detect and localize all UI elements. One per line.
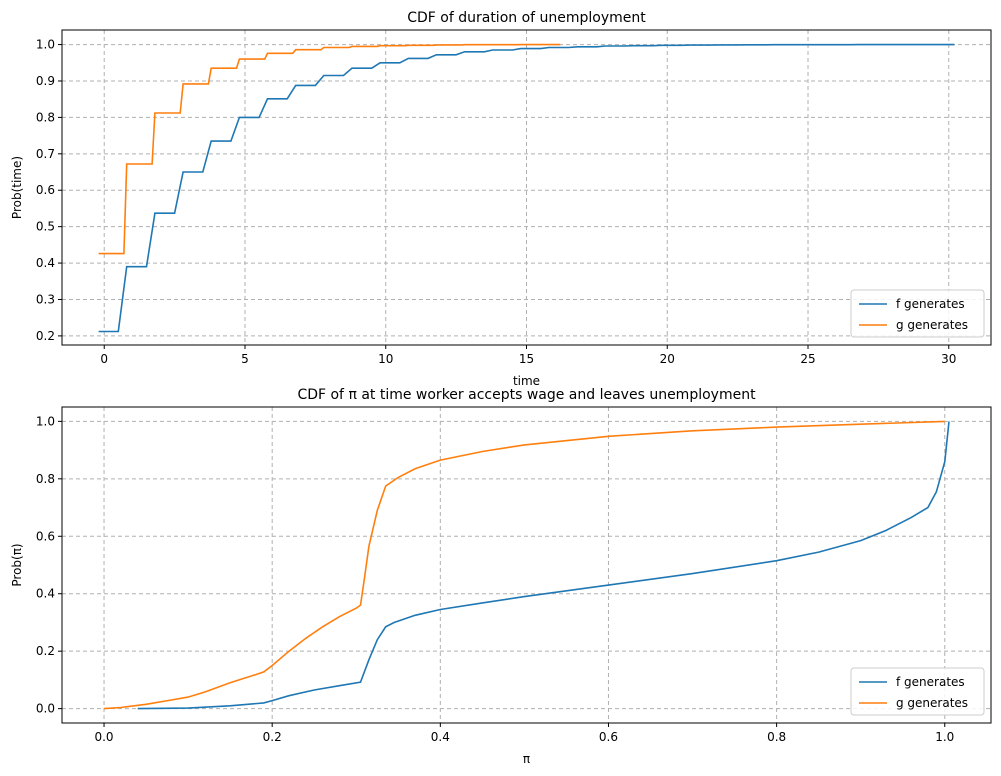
y-tick-label: 0.3	[36, 292, 55, 306]
x-tick-label: 0.4	[431, 730, 450, 744]
y-tick-label: 0.2	[36, 329, 55, 343]
chart-1: 0 5 10 15 20 25 30 0.2 0.3 0.4 0.5 0.6 0.7 0.8 0.9 1.0 C…	[10, 10, 992, 388]
legend-label: f generates	[896, 297, 965, 311]
x-tick-label: 20	[660, 352, 675, 366]
y-axis-label: Prob(time)	[10, 156, 24, 219]
legend-label: g generates	[896, 696, 968, 710]
x-tick-label: 15	[519, 352, 534, 366]
x-tick-label: 0.8	[767, 730, 786, 744]
y-tick-label: 1.0	[36, 38, 55, 52]
series-line-f	[98, 43, 955, 333]
y-tick-label: 0.4	[36, 587, 55, 601]
x-tick-label: 10	[378, 352, 393, 366]
x-axis-label: π	[523, 752, 530, 766]
legend: f generates g generates	[850, 289, 985, 338]
y-tick-label: 0.6	[36, 183, 55, 197]
chart-2: 0.0 0.2 0.4 0.6 0.8 1.0 0.0 0.2 0.4 0.6 0.8 1.0 CDF …	[10, 387, 992, 766]
y-tick-label: 0.8	[36, 472, 55, 486]
y-tick-label: 0.0	[36, 702, 55, 716]
x-tick-label: 0	[100, 352, 108, 366]
series-line-g	[103, 420, 945, 710]
axes-frame	[61, 406, 992, 724]
x-axis-label: time	[513, 374, 540, 388]
y-tick-label: 0.8	[36, 110, 55, 124]
series-line-f	[137, 421, 950, 710]
axes-frame	[61, 29, 992, 346]
y-tick-label: 0.2	[36, 644, 55, 658]
legend: f generates g generates	[850, 667, 985, 716]
chart-title: CDF of π at time worker accepts wage and…	[297, 387, 756, 403]
y-tick-label: 0.9	[36, 74, 55, 88]
y-tick-label: 1.0	[36, 414, 55, 428]
y-tick-label: 0.6	[36, 529, 55, 543]
y-tick-label: 0.7	[36, 147, 55, 161]
x-tick-label: 5	[241, 352, 249, 366]
legend-label: f generates	[896, 675, 965, 689]
x-tick-label: 1.0	[935, 730, 954, 744]
x-tick-label: 0.2	[263, 730, 282, 744]
series-line-g	[98, 43, 561, 255]
x-tick-label: 25	[800, 352, 815, 366]
chart-title: CDF of duration of unemployment	[407, 10, 646, 26]
x-tick-label: 0.6	[599, 730, 618, 744]
x-tick-label: 30	[941, 352, 956, 366]
legend-label: g generates	[896, 318, 968, 332]
x-tick-label: 0.0	[94, 730, 113, 744]
y-tick-label: 0.4	[36, 256, 55, 270]
y-axis-label: Prob(π)	[10, 543, 24, 586]
y-tick-label: 0.5	[36, 220, 55, 234]
